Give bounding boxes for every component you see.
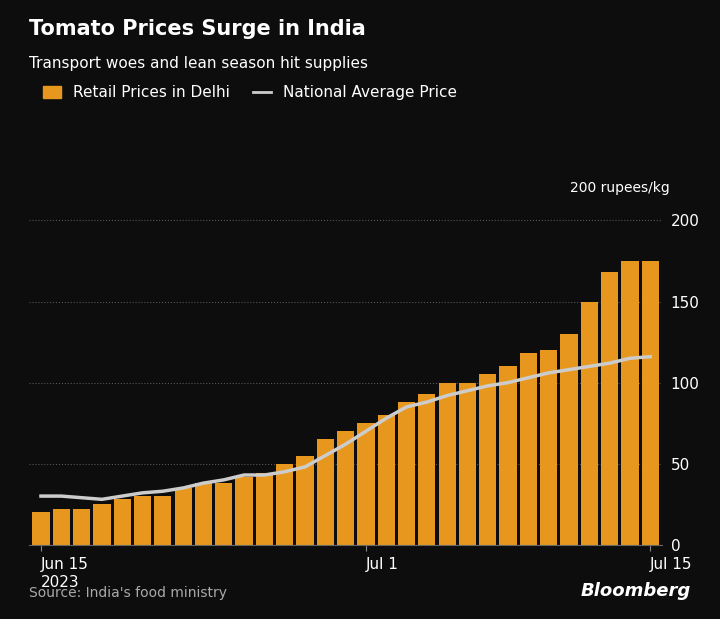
Bar xyxy=(114,500,131,545)
Legend: Retail Prices in Delhi, National Average Price: Retail Prices in Delhi, National Average… xyxy=(37,79,464,106)
Bar xyxy=(357,423,374,545)
Bar xyxy=(276,464,293,545)
Text: 200 rupees/kg: 200 rupees/kg xyxy=(570,181,670,195)
Bar xyxy=(398,402,415,545)
Text: Bloomberg: Bloomberg xyxy=(581,582,691,600)
Bar xyxy=(438,383,456,545)
Bar xyxy=(642,261,659,545)
Bar xyxy=(134,496,151,545)
Bar xyxy=(520,353,537,545)
Bar xyxy=(337,431,354,545)
Bar xyxy=(53,509,70,545)
Bar xyxy=(73,509,90,545)
Text: Transport woes and lean season hit supplies: Transport woes and lean season hit suppl… xyxy=(29,56,368,71)
Bar xyxy=(256,474,273,545)
Bar xyxy=(297,456,314,545)
Bar xyxy=(500,366,517,545)
Bar xyxy=(418,394,436,545)
Bar xyxy=(32,513,50,545)
Bar xyxy=(154,496,171,545)
Bar xyxy=(377,415,395,545)
Bar xyxy=(174,488,192,545)
Bar xyxy=(195,483,212,545)
Bar xyxy=(235,477,253,545)
Bar xyxy=(560,334,577,545)
Bar xyxy=(317,439,334,545)
Bar xyxy=(621,261,639,545)
Bar xyxy=(94,504,111,545)
Text: Tomato Prices Surge in India: Tomato Prices Surge in India xyxy=(29,19,366,38)
Bar xyxy=(540,350,557,545)
Bar xyxy=(459,383,476,545)
Bar xyxy=(601,272,618,545)
Bar xyxy=(479,374,496,545)
Text: Source: India's food ministry: Source: India's food ministry xyxy=(29,586,227,600)
Bar xyxy=(215,483,233,545)
Bar xyxy=(580,301,598,545)
